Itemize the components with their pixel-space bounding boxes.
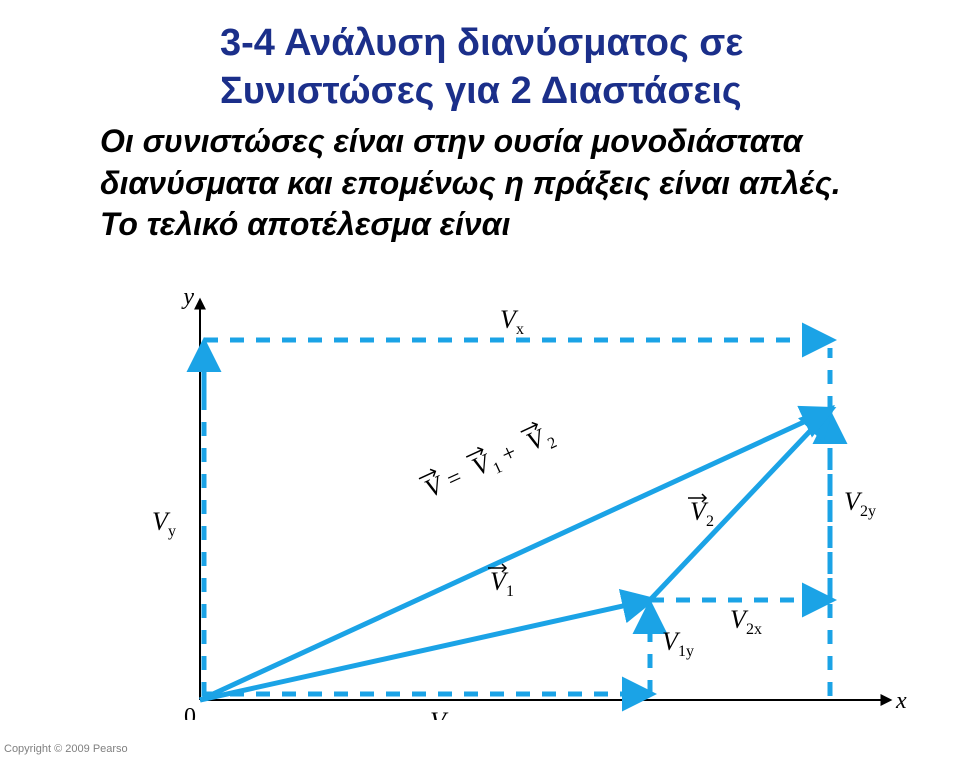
heading-line-1: 3-4 Ανάλυση διανύσματος σε (220, 22, 743, 64)
svg-text:x: x (516, 321, 524, 338)
svg-text:V: V (430, 707, 449, 720)
vector-diagram: xy0VxVyV1V2V = V1 + V2V1xV1yV2xV2y (130, 290, 920, 720)
svg-text:0: 0 (184, 704, 196, 720)
body-line-3: Το τελικό αποτέλεσμα είναι (100, 206, 510, 242)
page: 3-4 Ανάλυση διανύσματος σε Συνιστώσες γι… (0, 0, 960, 761)
section-heading: 3-4 Ανάλυση διανύσματος σε Συνιστώσες γι… (220, 20, 910, 115)
svg-text:y: y (168, 523, 176, 540)
heading-line-2: Συνιστώσες για 2 Διαστάσεις (220, 70, 742, 112)
svg-text:y: y (181, 290, 194, 310)
body-line-1: Οι συνιστώσες είναι στην ουσία μονοδιάστ… (100, 123, 802, 159)
svg-text:x: x (895, 688, 907, 714)
copyright-text: Copyright © 2009 Pearso (4, 743, 128, 755)
svg-text:2: 2 (706, 513, 714, 530)
svg-text:1: 1 (506, 583, 514, 600)
svg-text:2x: 2x (746, 621, 762, 638)
svg-text:1y: 1y (678, 643, 694, 660)
svg-text:2y: 2y (860, 503, 876, 520)
svg-text:=: = (442, 464, 468, 494)
body-line-2: διανύσματα και επομένως η πράξεις είναι … (100, 165, 841, 201)
body-text: Οι συνιστώσες είναι στην ουσία μονοδιάστ… (100, 121, 910, 246)
